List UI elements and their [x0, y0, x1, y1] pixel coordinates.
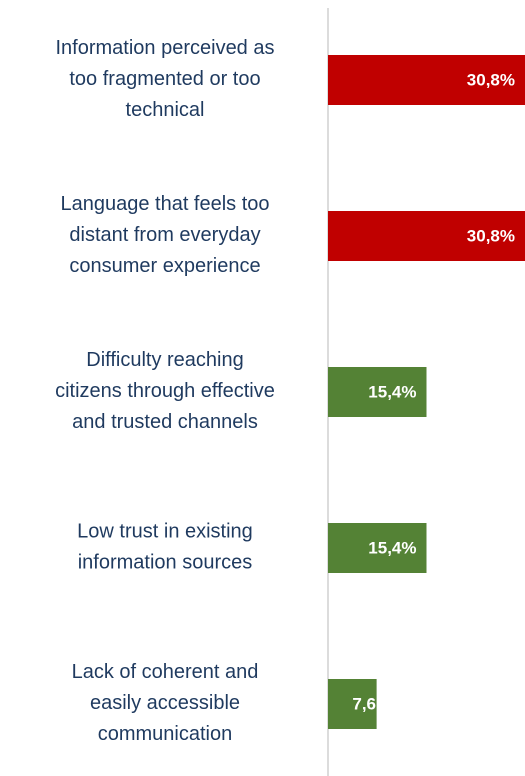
value-label: 7,6 — [352, 694, 376, 713]
category-line: Information perceived as — [55, 37, 274, 59]
category-line: Low trust in existing — [77, 521, 253, 543]
bar — [328, 367, 427, 417]
value-label: 15,4% — [368, 382, 416, 401]
category-line: consumer experience — [69, 255, 260, 277]
category-line: Difficulty reaching — [86, 349, 243, 371]
category-label: Information perceived as too fragmented o… — [55, 37, 274, 121]
category-line: easily accessible — [90, 692, 240, 714]
category-line: communication — [98, 723, 233, 745]
value-label: 30,8% — [467, 70, 515, 89]
category-line: Language that feels too — [60, 193, 269, 215]
category-label: Language that feels too distant from ever… — [60, 193, 269, 277]
bar — [328, 55, 525, 105]
bar — [328, 679, 377, 729]
category-line: too fragmented or too — [69, 68, 260, 90]
category-line: citizens through effective — [55, 380, 275, 402]
value-label: 15,4% — [368, 538, 416, 557]
category-label: Lack of coherent and easily accessible com… — [72, 661, 259, 745]
category-label: Difficulty reaching citizens through effe… — [55, 349, 275, 433]
category-line: distant from everyday — [69, 224, 260, 246]
bar — [328, 211, 525, 261]
category-line: technical — [126, 99, 205, 121]
category-line: information sources — [78, 552, 253, 574]
category-label: Low trust in existing information sources — [77, 521, 253, 574]
category-line: Lack of coherent and — [72, 661, 259, 683]
value-label: 30,8% — [467, 226, 515, 245]
bar — [328, 523, 427, 573]
category-line: and trusted channels — [72, 411, 258, 433]
